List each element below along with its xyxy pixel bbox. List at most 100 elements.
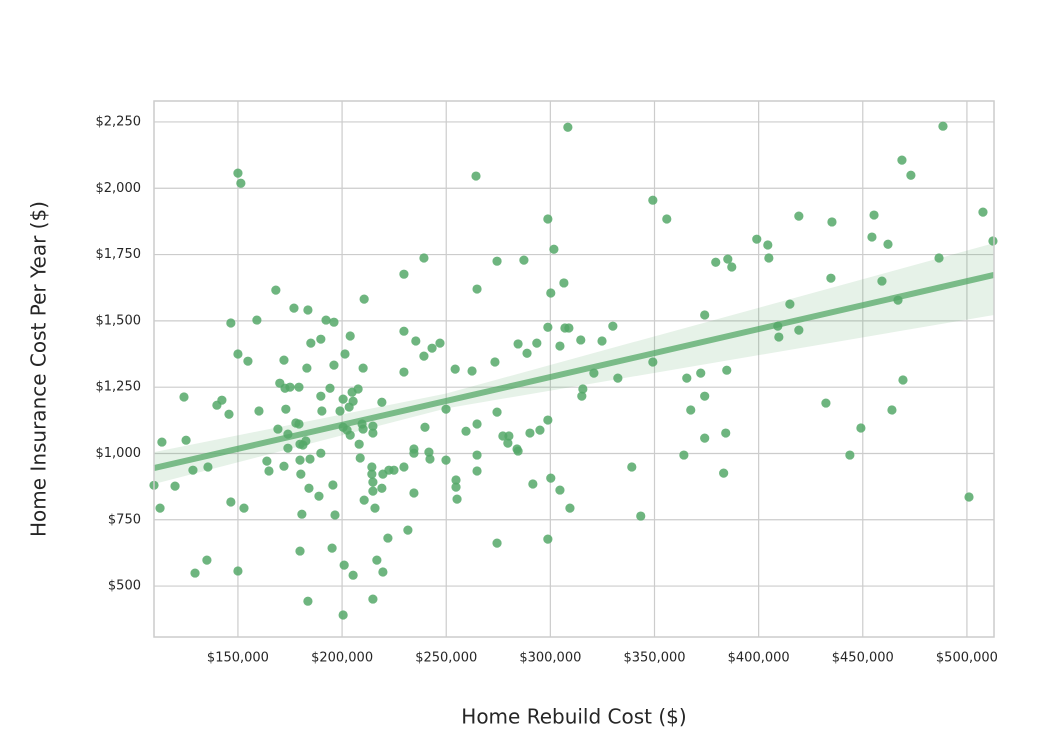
point — [577, 391, 587, 401]
point — [648, 195, 658, 205]
point — [441, 404, 451, 414]
regression-line — [153, 272, 995, 471]
point — [368, 428, 378, 438]
point — [555, 485, 565, 495]
point — [898, 375, 908, 385]
point — [519, 255, 529, 265]
point — [578, 384, 588, 394]
point — [295, 455, 305, 465]
point — [543, 415, 553, 425]
point — [662, 214, 672, 224]
point — [295, 546, 305, 556]
point — [217, 395, 227, 405]
point — [420, 422, 430, 432]
point — [243, 356, 253, 366]
point — [613, 373, 623, 383]
point — [906, 170, 916, 180]
point — [226, 318, 236, 328]
point — [988, 236, 998, 246]
point — [233, 168, 243, 178]
point — [546, 473, 556, 483]
point — [303, 305, 313, 315]
point — [535, 425, 545, 435]
y-tick-label: $500 — [108, 579, 141, 594]
point — [325, 383, 335, 393]
y-tick-label: $1,750 — [96, 247, 142, 262]
point — [711, 257, 721, 267]
point — [472, 450, 482, 460]
point — [305, 454, 315, 464]
point — [563, 122, 573, 132]
point — [492, 256, 502, 266]
point — [419, 351, 429, 361]
point — [435, 338, 445, 348]
point — [285, 382, 295, 392]
point — [559, 278, 569, 288]
point — [368, 594, 378, 604]
point — [327, 543, 337, 553]
point — [425, 454, 435, 464]
x-tick-label: $250,000 — [415, 651, 477, 666]
point — [340, 349, 350, 359]
point — [281, 404, 291, 414]
point — [826, 273, 836, 283]
point — [543, 214, 553, 224]
x-tick-label: $450,000 — [832, 651, 894, 666]
point — [157, 437, 167, 447]
point — [283, 443, 293, 453]
point — [348, 570, 358, 580]
point — [627, 462, 637, 472]
point — [188, 465, 198, 475]
point — [239, 503, 249, 513]
point — [170, 481, 180, 491]
point — [190, 568, 200, 578]
point — [316, 448, 326, 458]
point — [273, 424, 283, 434]
point — [279, 461, 289, 471]
point — [490, 357, 500, 367]
point — [589, 368, 599, 378]
point — [700, 391, 710, 401]
point — [543, 534, 553, 544]
point — [504, 431, 514, 441]
point — [329, 317, 339, 327]
point — [304, 483, 314, 493]
point — [648, 357, 658, 367]
confidence-band — [154, 243, 994, 484]
point — [330, 510, 340, 520]
y-tick-label: $1,250 — [96, 380, 142, 395]
y-tick-label: $1,500 — [96, 313, 142, 328]
point — [549, 244, 559, 254]
point — [461, 426, 471, 436]
point — [897, 155, 907, 165]
point — [686, 405, 696, 415]
point — [355, 453, 365, 463]
point — [503, 438, 513, 448]
point — [252, 315, 262, 325]
point — [679, 450, 689, 460]
point — [409, 488, 419, 498]
point — [877, 276, 887, 286]
point — [348, 396, 358, 406]
point — [722, 365, 732, 375]
point — [636, 511, 646, 521]
point — [978, 207, 988, 217]
point — [303, 596, 313, 606]
point — [328, 480, 338, 490]
point — [471, 171, 481, 181]
point — [224, 409, 234, 419]
point — [727, 262, 737, 272]
point — [155, 503, 165, 513]
point — [883, 239, 893, 249]
y-tick-label: $750 — [108, 512, 141, 527]
point — [700, 433, 710, 443]
point — [233, 566, 243, 576]
point — [827, 217, 837, 227]
point — [399, 367, 409, 377]
point — [316, 391, 326, 401]
point — [721, 428, 731, 438]
point — [867, 232, 877, 242]
point — [472, 419, 482, 429]
point — [856, 423, 866, 433]
point — [317, 406, 327, 416]
